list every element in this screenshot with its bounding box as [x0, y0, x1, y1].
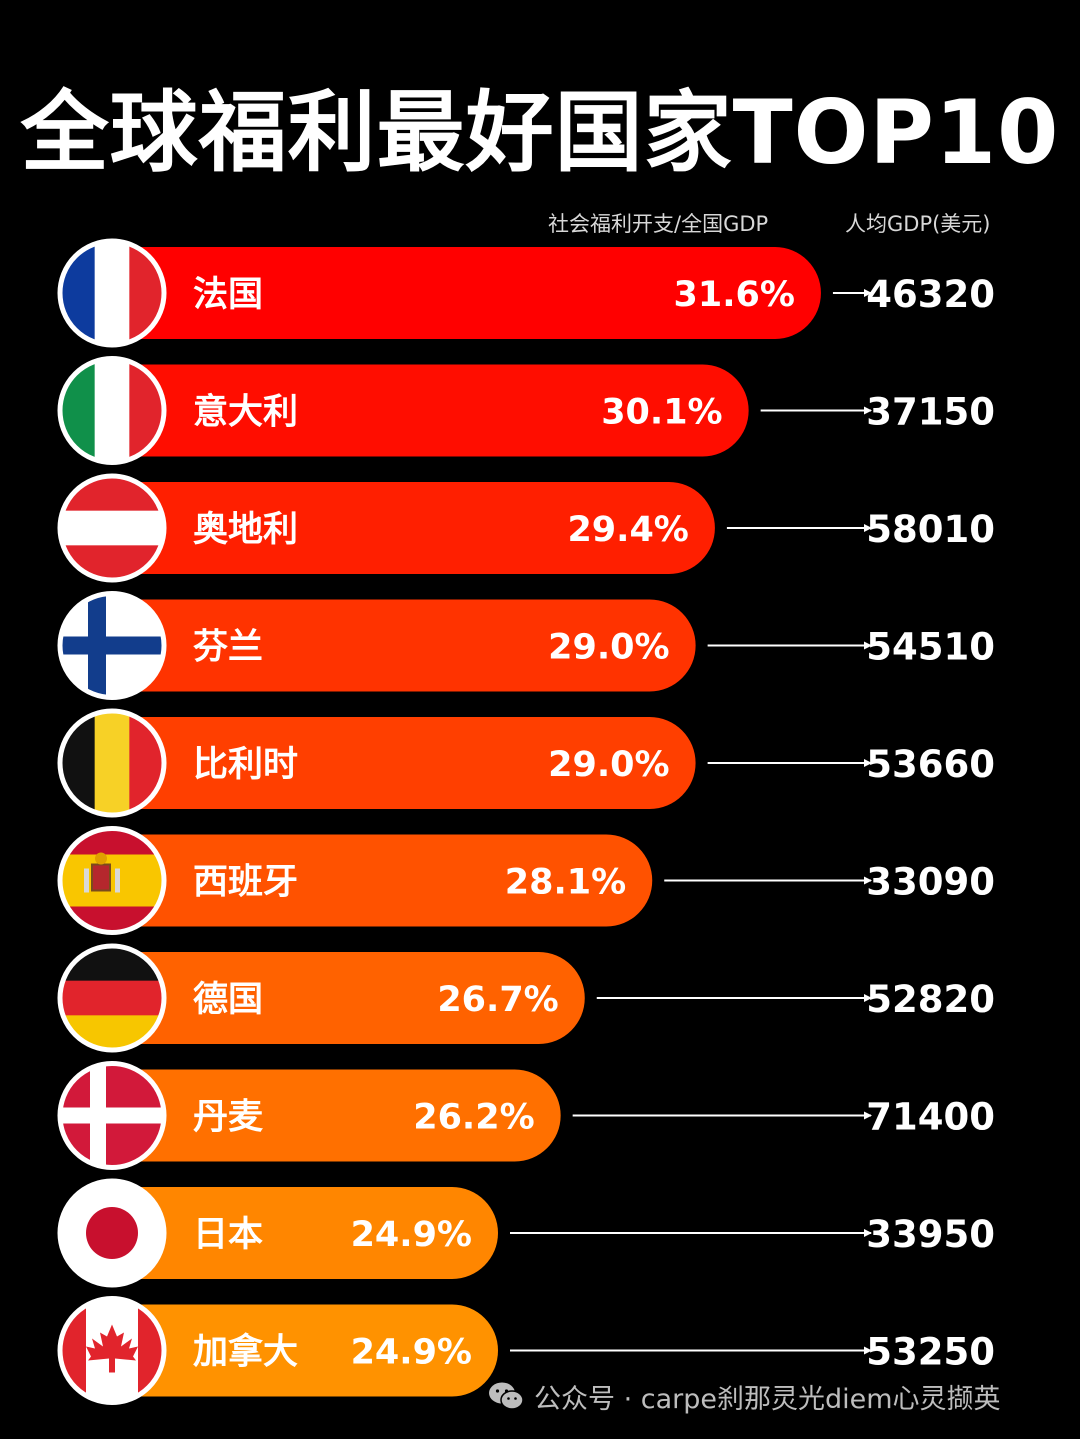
bar	[112, 1187, 498, 1279]
percent-label: 24.9%	[351, 1333, 472, 1373]
bar-row: 法国 31.6% 46320	[57, 238, 995, 348]
watermark: 公众号 · carpe刹那灵光diem心灵撷英	[488, 1376, 1001, 1416]
wechat-icon	[489, 1382, 524, 1410]
percent-label: 26.2%	[413, 1098, 534, 1138]
denmark-flag-icon	[60, 1063, 164, 1168]
finland-flag-icon	[60, 593, 164, 698]
bar-row: 奥地利 29.4% 58010	[57, 473, 995, 583]
bar-row: 德国 26.7% 52820	[57, 943, 995, 1053]
country-label: 德国	[193, 980, 263, 1020]
country-label: 丹麦	[193, 1098, 263, 1138]
country-label: 日本	[193, 1215, 263, 1255]
france-flag-icon	[60, 241, 164, 345]
column-header-percent: 社会福利开支/全国GDP	[548, 212, 769, 236]
flag-border	[57, 238, 167, 348]
country-label: 意大利	[193, 393, 298, 433]
percent-label: 28.1%	[505, 863, 626, 903]
gdp-label: 33950	[866, 1213, 995, 1256]
country-label: 西班牙	[193, 863, 298, 903]
flag-border	[57, 1178, 167, 1288]
bar	[112, 482, 715, 574]
gdp-label: 37150	[866, 391, 995, 434]
gdp-label: 46320	[866, 273, 995, 316]
bar	[112, 717, 696, 809]
flag-border	[57, 591, 167, 700]
gdp-label: 71400	[866, 1096, 995, 1139]
bar-row: 日本 24.9% 33950	[57, 1178, 995, 1288]
flag-border	[57, 826, 167, 935]
page-title: 全球福利最好国家TOP10	[20, 81, 1060, 184]
bar	[112, 1304, 498, 1397]
bar-row: 西班牙 28.1% 33090	[57, 826, 995, 935]
percent-label: 24.9%	[351, 1215, 472, 1255]
country-label: 奥地利	[193, 510, 298, 550]
flag-border	[57, 473, 167, 583]
country-label: 加拿大	[193, 1332, 298, 1373]
flag-border	[57, 1296, 167, 1405]
bar-row: 芬兰 29.0% 54510	[57, 591, 995, 700]
gdp-label: 33090	[866, 861, 995, 904]
flag-border	[57, 356, 167, 465]
country-label: 比利时	[193, 745, 298, 785]
country-label: 法国	[193, 275, 263, 315]
gdp-label: 53250	[866, 1331, 995, 1374]
percent-label: 29.0%	[548, 745, 669, 785]
percent-label: 31.6%	[674, 275, 795, 315]
percent-label: 30.1%	[601, 393, 722, 433]
spain-flag-icon	[60, 828, 164, 933]
percent-label: 26.7%	[437, 980, 558, 1020]
bar	[112, 247, 821, 339]
gdp-label: 53660	[866, 743, 995, 786]
gdp-label: 58010	[866, 508, 995, 551]
country-label: 芬兰	[193, 628, 263, 668]
gdp-label: 54510	[866, 626, 995, 669]
japan-flag-icon	[60, 1181, 164, 1285]
watermark-text: 公众号 · carpe刹那灵光diem心灵撷英	[534, 1383, 1001, 1415]
bar	[112, 364, 749, 457]
percent-label: 29.4%	[567, 510, 688, 550]
bar	[112, 834, 653, 927]
flag-border	[57, 1061, 167, 1170]
flag-border	[57, 708, 167, 818]
flag-border	[57, 943, 167, 1053]
gdp-label: 52820	[866, 978, 995, 1021]
bar-row: 比利时 29.0% 53660	[57, 708, 995, 818]
bar-row: 意大利 30.1% 37150	[57, 356, 995, 465]
bar	[112, 1069, 561, 1162]
bar	[112, 952, 585, 1044]
bar	[112, 599, 696, 692]
bar-row: 丹麦 26.2% 71400	[57, 1061, 995, 1170]
bar-row: 加拿大 24.9% 53250	[57, 1296, 995, 1405]
percent-label: 29.0%	[548, 628, 669, 668]
column-header-gdp: 人均GDP(美元)	[845, 212, 991, 236]
